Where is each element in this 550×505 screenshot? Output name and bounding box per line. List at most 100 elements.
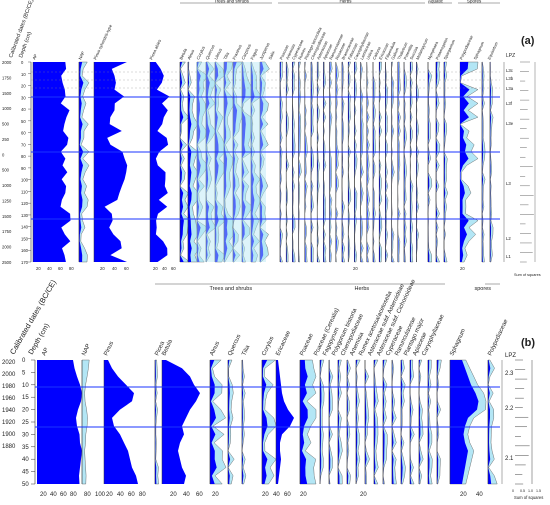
aquatic-column-a-curve <box>428 62 430 262</box>
depth-tick-a: 150 <box>21 236 29 241</box>
age-tick-a: 1750 <box>2 75 12 80</box>
taxon-label-a: Quercus <box>204 44 215 60</box>
lpz-zone-b: 2.2 <box>505 406 514 412</box>
herb-column-a-exaggeration <box>409 61 414 263</box>
ericaceae-curve-b <box>276 360 294 484</box>
tree-column-a-curve <box>188 62 192 262</box>
betula-tick-b: 20 <box>170 492 177 498</box>
pinus-tick-a: 60 <box>124 266 129 271</box>
ap-curve-a <box>33 62 71 262</box>
taxon-label-a: Polypodiaceae <box>458 34 474 61</box>
herb-column-b-curve <box>428 360 430 484</box>
depth-tick-b: 25 <box>22 420 29 426</box>
taxon-label-a: Corylus <box>195 45 206 60</box>
aquatic-column-a-exaggeration <box>435 61 441 263</box>
nap-column-a-curve <box>79 62 84 262</box>
depth-tick-a: 100 <box>21 178 29 183</box>
tilia-column-b-curve <box>242 360 244 484</box>
herb-column-b-curve <box>356 360 358 484</box>
herb-column-a-exaggeration <box>416 61 420 263</box>
depth-tick-b: 50 <box>22 482 29 488</box>
cluster-caption-a: Sum of squares <box>514 273 541 277</box>
ap-tick-a: 20 <box>36 266 41 271</box>
spore-column-a-curve <box>482 62 484 262</box>
depth-tick-b: 45 <box>22 470 29 476</box>
tree-column-a-curve <box>180 62 184 262</box>
depth-tick-a: 40 <box>21 107 26 112</box>
herb-column-a-exaggeration <box>397 61 401 263</box>
age-tick-a: 1000 <box>2 183 12 188</box>
herb-column-a-exaggeration <box>347 61 352 263</box>
depth-tick-a: 30 <box>21 95 26 100</box>
taxon-label-b: Polypodiaceae <box>487 318 509 357</box>
polypodiaceae-column-b-exaggeration <box>487 359 498 485</box>
depth-tick-a: 80 <box>21 154 26 159</box>
tree-column-a-curve <box>242 62 246 262</box>
tree-column-a-exaggeration <box>205 61 217 263</box>
group-label-b: spores <box>475 286 492 292</box>
sphagnum-curve-b <box>450 360 479 484</box>
herb-column-b-curve <box>401 360 403 484</box>
alnus-tick-b: 20 <box>212 492 219 498</box>
taxon-label-a: Sphagnum <box>472 40 485 60</box>
taxon-label-a: Urtica <box>365 48 374 60</box>
herb-column-a-exaggeration <box>378 61 383 263</box>
cluster-tick-b: 0.5 <box>520 489 525 493</box>
age-tick-a: 250 <box>2 137 10 142</box>
lpz-zone-a: L3e <box>506 121 514 126</box>
taxon-label-b: Sphagnum <box>449 328 467 357</box>
polypodiaceae-column-b-curve <box>488 360 492 484</box>
tree-wash-a <box>196 62 266 262</box>
cluster-tick-b: 0 <box>512 489 514 493</box>
taxon-label-a: Fagus <box>249 48 258 61</box>
depth-tick-a: 110 <box>21 189 28 194</box>
taxon-label-b: Poaceae <box>299 332 315 357</box>
depth-tick-b: 0 <box>22 358 26 364</box>
taxon-label-a: Fraxinus <box>231 44 242 61</box>
taxon-label-a: Poaceae <box>278 43 290 60</box>
herb-column-b-curve <box>383 360 385 484</box>
tree-column-a-curve <box>251 62 255 262</box>
age-tick-a: 0 <box>2 152 5 157</box>
taxon-label-a: Ulmus <box>213 48 223 61</box>
taxon-label-a: Apiaceae <box>322 42 334 60</box>
tree-column-a-curve <box>206 62 210 262</box>
herb-column-b-exaggeration <box>355 359 361 485</box>
aquatic-column-a-exaggeration <box>443 61 449 263</box>
taxon-label-b: NAP <box>81 343 92 357</box>
depth-tick-a: 10 <box>21 72 26 77</box>
pinus-tick-b: 20 <box>106 492 113 498</box>
corylus-tick-b: 60 <box>284 492 291 498</box>
age-tick-a: 2000 <box>2 245 12 250</box>
tree-column-a-curve <box>233 62 238 262</box>
age-tick-a: 1000 <box>2 106 12 111</box>
tilia-column-b-exaggeration <box>241 359 247 485</box>
group-label-a: Spores <box>467 0 482 4</box>
cluster-dendrogram-a <box>520 61 536 263</box>
herb-column-a-exaggeration <box>335 61 339 263</box>
lpz-zone-a: L3c <box>506 68 514 73</box>
group-label-b: Herbs <box>355 286 370 292</box>
betula-tick-b: 40 <box>183 492 190 498</box>
taxon-label-a: Rumex <box>297 47 307 61</box>
herb-column-a-exaggeration <box>279 61 283 263</box>
quercus-column-b-curve <box>228 360 231 484</box>
picea-column-b-curve <box>155 360 157 484</box>
depth-tick-a: 50 <box>21 119 26 124</box>
taxon-label-a: Alnus <box>186 49 195 61</box>
panel-a: Calibrated dates (BC/CE)Depth (cm)200017… <box>2 0 541 277</box>
cluster-tick-b: 1.5 <box>536 489 541 493</box>
herb-column-a-curve <box>286 62 288 262</box>
herb-column-b-curve <box>329 360 331 484</box>
herb-column-b-curve <box>320 360 322 484</box>
taxon-label-a: Succisa <box>409 45 420 61</box>
ap-tick-a: 40 <box>47 266 52 271</box>
herb-tick-b: 20 <box>360 492 367 498</box>
aquatic-column-a-curve <box>444 62 446 262</box>
herb-column-b-exaggeration <box>346 359 351 485</box>
betula-tick-a: 20 <box>153 266 158 271</box>
taxon-label-a: Equisetum <box>486 41 499 61</box>
lpz-zone-a: L3a <box>506 86 514 91</box>
nap-column-a-exaggeration <box>78 61 90 263</box>
depth-tick-a: 120 <box>21 201 29 206</box>
